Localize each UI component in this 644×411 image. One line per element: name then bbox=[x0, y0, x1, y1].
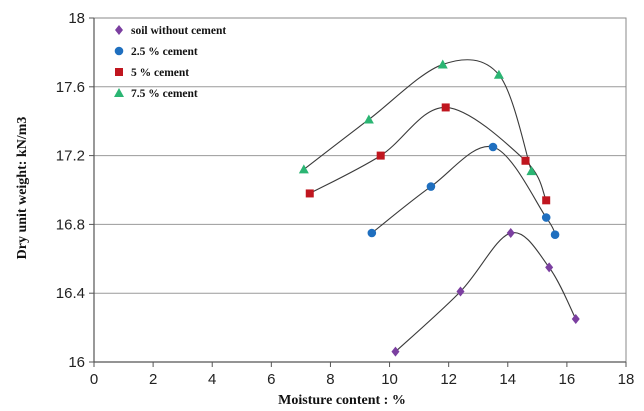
data-point bbox=[506, 228, 515, 238]
data-point bbox=[542, 196, 551, 205]
legend-marker bbox=[115, 68, 123, 76]
x-tick-label: 14 bbox=[499, 371, 516, 388]
axes bbox=[89, 17, 627, 367]
trend-curve bbox=[395, 232, 577, 353]
data-points bbox=[298, 59, 580, 357]
x-tick-label: 0 bbox=[90, 371, 98, 388]
trend-curves bbox=[303, 59, 577, 353]
y-axis-title: Dry unit weight: kN/m3 bbox=[15, 117, 30, 260]
x-tick-label: 10 bbox=[381, 371, 398, 388]
legend-marker bbox=[115, 25, 123, 35]
data-point bbox=[376, 151, 385, 160]
data-point bbox=[298, 164, 309, 174]
x-tick-label: 12 bbox=[440, 371, 457, 388]
data-point bbox=[367, 228, 377, 238]
y-tick-label: 17.2 bbox=[56, 148, 85, 165]
x-tick-label: 2 bbox=[149, 371, 157, 388]
legend: soil without cement 2.5 % cement 5 % cemen… bbox=[114, 25, 226, 100]
legend-label: 7.5 % cement bbox=[131, 88, 198, 100]
x-tick-label: 4 bbox=[208, 371, 216, 388]
x-axis-title: Moisture content : % bbox=[278, 393, 406, 408]
data-point bbox=[571, 314, 580, 324]
legend-marker bbox=[114, 46, 124, 56]
data-point bbox=[541, 213, 551, 222]
x-tick-label: 6 bbox=[267, 371, 275, 388]
x-tick-label: 18 bbox=[618, 371, 635, 388]
y-tick-label: 16.4 bbox=[56, 285, 85, 302]
tick-labels: 0 2 4 6 8 10 12 14 16 18 16 16.4 16.8 17.2 17.6 18 bbox=[56, 10, 635, 388]
y-tick-label: 16.8 bbox=[56, 216, 85, 233]
legend-label: 5 % cement bbox=[131, 67, 189, 79]
data-point bbox=[426, 182, 436, 191]
data-point bbox=[456, 286, 465, 297]
data-point bbox=[441, 103, 450, 112]
data-point bbox=[526, 166, 537, 176]
data-point bbox=[437, 59, 448, 69]
y-tick-label: 16 bbox=[68, 354, 85, 371]
legend-marker bbox=[114, 88, 124, 97]
data-point bbox=[305, 189, 314, 198]
data-point bbox=[493, 69, 504, 79]
x-tick-label: 16 bbox=[559, 371, 576, 388]
y-tick-label: 18 bbox=[68, 10, 85, 27]
legend-label: soil without cement bbox=[131, 25, 226, 37]
data-point bbox=[545, 262, 554, 273]
x-tick-label: 8 bbox=[326, 371, 334, 388]
data-point bbox=[488, 142, 498, 152]
data-point bbox=[521, 156, 530, 165]
data-point bbox=[363, 114, 374, 124]
gridlines bbox=[94, 17, 626, 294]
data-point bbox=[391, 346, 400, 357]
legend-label: 2.5 % cement bbox=[131, 46, 198, 58]
y-tick-label: 17.6 bbox=[56, 79, 85, 96]
data-point bbox=[550, 230, 560, 240]
